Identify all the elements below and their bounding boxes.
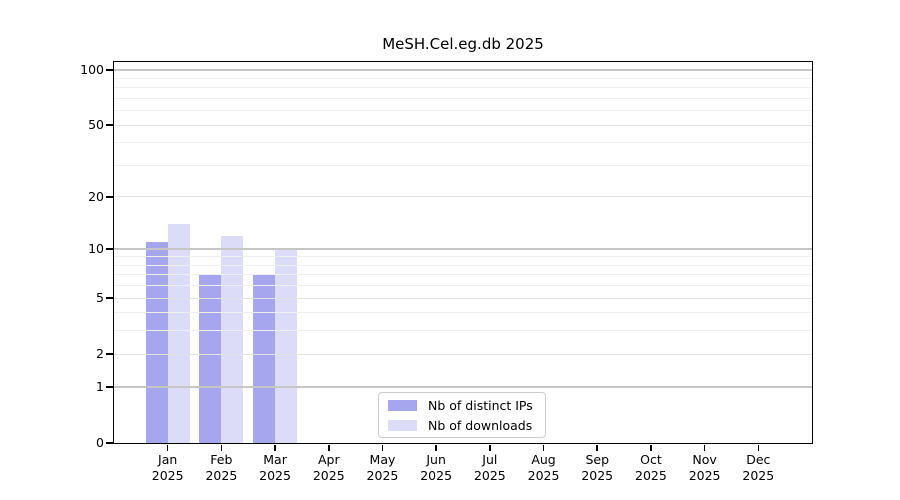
y-tick-mark-100 (106, 69, 113, 71)
gridline-3 (114, 330, 812, 332)
y-tick-label-1: 1 (96, 378, 104, 394)
x-tick-label-feb: Feb 2025 (193, 452, 249, 484)
legend-item-downloads: Nb of downloads (388, 418, 536, 433)
x-tick-label-dec: Dec 2025 (730, 452, 786, 484)
x-tick-label-jan: Jan 2025 (140, 452, 196, 484)
gridline-1 (114, 386, 812, 388)
x-tick-label-apr: Apr 2025 (301, 452, 357, 484)
x-tick-month-sep: Sep (585, 452, 609, 467)
y-tick-label-2: 2 (96, 346, 104, 362)
x-tick-month-aug: Aug (531, 452, 556, 467)
bar-nb-of-distinct-ips-jan (145, 242, 168, 443)
y-tick-label-5: 5 (96, 290, 104, 306)
x-tick-label-oct: Oct 2025 (623, 452, 679, 484)
x-tick-year-jun: 2025 (420, 468, 453, 483)
x-tick-year-feb: 2025 (205, 468, 238, 483)
x-tick-month-apr: Apr (317, 452, 340, 467)
x-tick-mark-jan (166, 445, 169, 451)
bar-nb-of-downloads-feb (221, 235, 244, 443)
x-tick-year-dec: 2025 (742, 468, 775, 483)
y-tick-mark-20 (106, 196, 113, 198)
x-tick-label-may: May 2025 (354, 452, 410, 484)
y-tick-label-10: 10 (88, 241, 104, 257)
x-tick-label-jun: Jun 2025 (408, 452, 464, 484)
x-tick-year-nov: 2025 (688, 468, 721, 483)
x-tick-year-jan: 2025 (151, 468, 184, 483)
y-tick-mark-10 (106, 248, 113, 250)
x-tick-year-mar: 2025 (259, 468, 291, 483)
y-tick-mark-2 (106, 353, 113, 355)
x-tick-month-jun: Jun (426, 452, 446, 467)
gridline-20 (114, 196, 812, 198)
y-tick-mark-50 (106, 124, 113, 127)
gridline-70 (114, 97, 812, 99)
x-tick-month-dec: Dec (746, 452, 771, 467)
x-tick-month-jul: Jul (482, 452, 498, 467)
legend-swatch-distinct-ips (388, 399, 417, 411)
x-tick-mark-feb (220, 445, 223, 451)
x-tick-label-nov: Nov 2025 (677, 452, 733, 484)
bar-nb-of-distinct-ips-mar (253, 274, 276, 443)
x-tick-mark-may (381, 445, 384, 451)
gridline-8 (114, 264, 812, 266)
gridline-90 (114, 77, 812, 79)
gridline-5 (114, 297, 812, 299)
gridline-10 (114, 248, 812, 250)
gridline-9 (114, 256, 812, 258)
legend-swatch-downloads (388, 419, 417, 431)
y-tick-label-0: 0 (96, 435, 104, 450)
y-tick-label-20: 20 (88, 188, 104, 204)
gridline-30 (114, 164, 812, 166)
y-tick-label-100: 100 (80, 62, 104, 77)
x-tick-label-aug: Aug 2025 (516, 452, 572, 484)
bar-nb-of-downloads-jan (167, 224, 190, 443)
legend-label-distinct-ips: Nb of distinct IPs (428, 397, 533, 413)
x-tick-year-jul: 2025 (473, 468, 506, 483)
chart-title: MeSH.Cel.eg.db 2025 (382, 35, 544, 53)
x-tick-mark-oct (650, 445, 652, 451)
gridline-40 (114, 142, 812, 144)
legend: Nb of distinct IPs Nb of downloads (378, 392, 546, 438)
gridline-4 (114, 312, 812, 314)
x-tick-month-jan: Jan (158, 452, 178, 467)
x-tick-mark-sep (596, 445, 599, 451)
x-tick-mark-aug (542, 445, 545, 451)
y-tick-mark-0 (106, 442, 113, 444)
x-tick-year-aug: 2025 (527, 468, 560, 483)
gridline-2 (114, 353, 812, 355)
x-tick-mark-mar (274, 445, 276, 451)
gridline-100 (114, 69, 812, 71)
y-tick-mark-5 (106, 297, 113, 299)
x-tick-month-may: May (369, 452, 396, 467)
x-tick-year-apr: 2025 (312, 468, 345, 483)
x-tick-month-oct: Oct (640, 452, 662, 467)
x-tick-label-sep: Sep 2025 (569, 452, 625, 484)
gridline-80 (114, 87, 812, 89)
plot-area: Nb of distinct IPs Nb of downloads (113, 61, 813, 444)
legend-item-distinct-ips: Nb of distinct IPs (388, 398, 536, 413)
x-tick-label-mar: Mar 2025 (247, 452, 303, 484)
y-tick-label-50: 50 (88, 117, 104, 133)
x-tick-year-sep: 2025 (581, 468, 614, 483)
bar-nb-of-downloads-mar (275, 249, 298, 443)
x-tick-mark-dec (757, 445, 760, 451)
x-tick-mark-apr (327, 445, 330, 451)
legend-label-downloads: Nb of downloads (428, 417, 533, 433)
x-tick-label-jul: Jul 2025 (462, 452, 518, 484)
gridline-6 (114, 285, 812, 287)
gridline-50 (114, 124, 812, 126)
x-tick-year-may: 2025 (366, 468, 399, 483)
x-tick-month-feb: Feb (210, 452, 233, 467)
x-tick-month-mar: Mar (263, 452, 287, 467)
x-tick-mark-jul (489, 445, 491, 451)
x-tick-year-oct: 2025 (635, 468, 667, 483)
y-tick-mark-1 (106, 386, 113, 388)
x-tick-mark-nov (703, 445, 706, 451)
x-tick-mark-jun (435, 445, 437, 451)
gridline-7 (114, 274, 812, 276)
bar-nb-of-distinct-ips-feb (199, 274, 222, 443)
gridline-60 (114, 110, 812, 112)
x-tick-month-nov: Nov (692, 452, 717, 467)
